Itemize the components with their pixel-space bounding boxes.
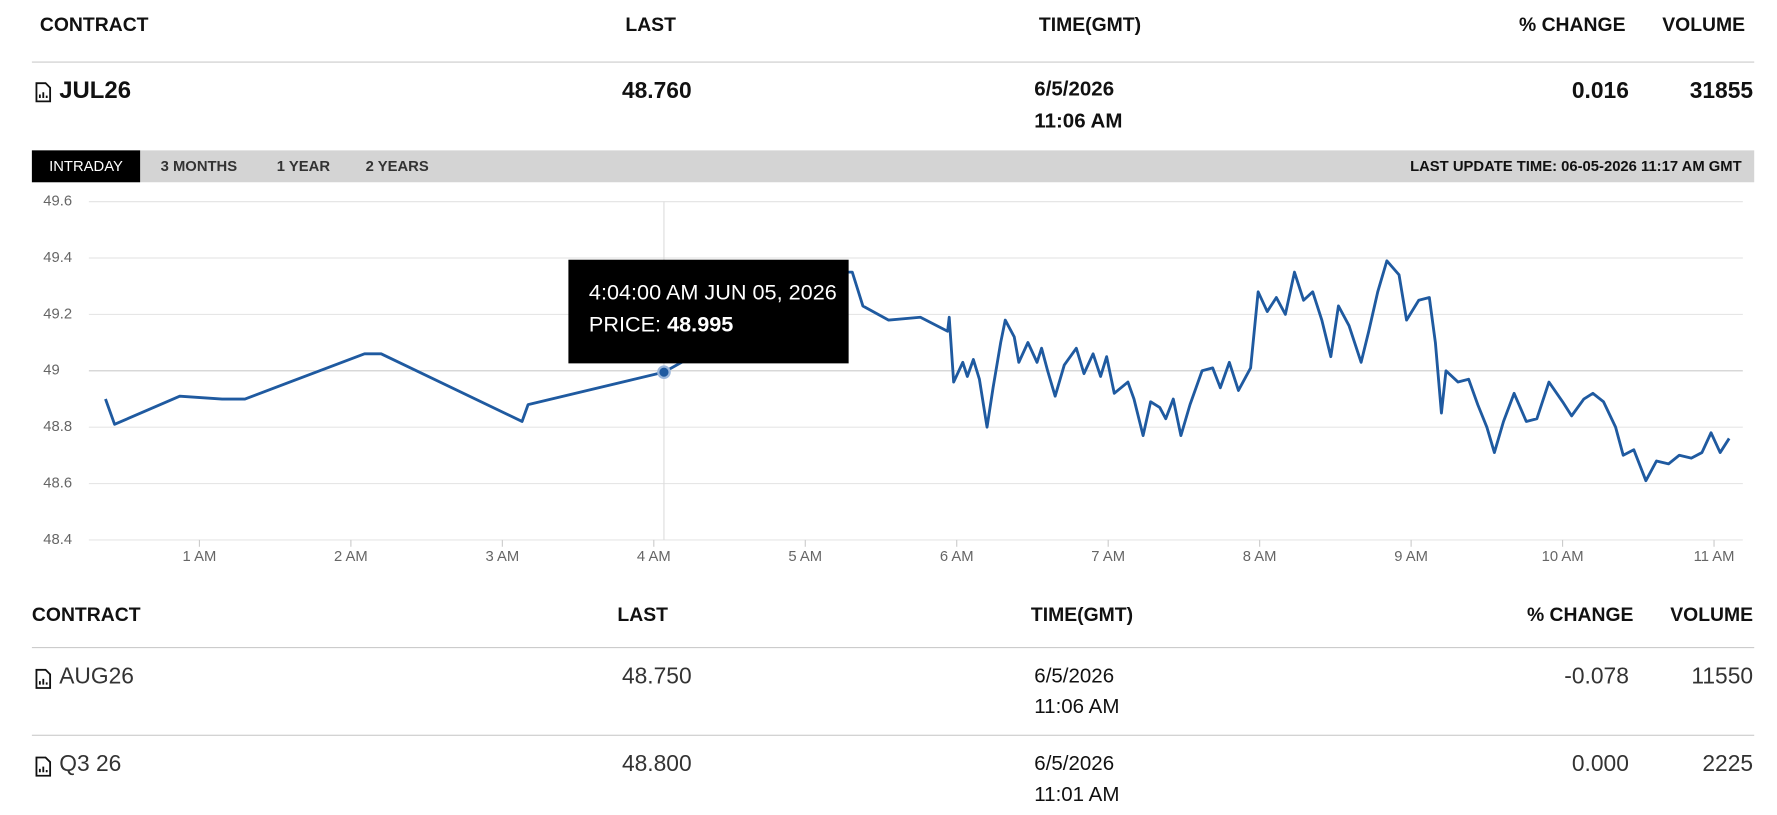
x-tick-label: 10 AM	[1542, 549, 1584, 565]
change: 0.016	[1571, 78, 1629, 104]
tooltip-value: 48.995	[667, 313, 734, 338]
y-tick-label: 48.4	[43, 532, 72, 548]
col-header: TIME(GMT)	[1030, 603, 1134, 626]
x-tick-label: 3 AM	[485, 549, 519, 565]
price-line	[104, 259, 1731, 483]
hover-point	[657, 365, 671, 380]
contract-name[interactable]: JUL26	[59, 77, 132, 104]
x-tick-label: 11 AM	[1694, 549, 1735, 565]
tooltip-time: 4:04:00 AM JUN 05, 2026	[588, 281, 837, 306]
tab[interactable]: 2 YEARS	[365, 157, 429, 175]
date: 6/5/2026	[1034, 664, 1115, 687]
time: 11:01 AM	[1034, 782, 1120, 806]
volume: 31855	[1689, 78, 1754, 104]
volume: 11550	[1691, 664, 1754, 690]
last-update: LAST UPDATE TIME: 06-05-2026 11:17 AM GM…	[1410, 157, 1742, 175]
x-tick-label: 4 AM	[637, 549, 671, 565]
file-icon[interactable]	[34, 668, 52, 690]
last-price: 48.750	[621, 664, 692, 690]
col-header: LAST	[617, 603, 668, 626]
x-tick-label: 6 AM	[940, 549, 974, 565]
col-header: VOLUME	[1670, 603, 1754, 626]
y-tick-label: 48.6	[43, 475, 72, 491]
last-price: 48.800	[621, 751, 692, 777]
y-tick-label: 48.8	[43, 419, 72, 435]
tab[interactable]: 1 YEAR	[276, 157, 331, 175]
divider	[31, 61, 1755, 63]
x-tick-label: 9 AM	[1394, 549, 1428, 565]
tooltip-price: PRICE: 48.995	[589, 313, 733, 338]
x-tick-label: 7 AM	[1091, 549, 1125, 565]
volume: 2225	[1702, 751, 1754, 777]
tooltip-label: PRICE:	[588, 313, 662, 338]
date: 6/5/2026	[1034, 751, 1115, 775]
col-header: TIME(GMT)	[1038, 13, 1142, 36]
date: 6/5/2026	[1034, 77, 1115, 101]
y-tick-label: 49.6	[43, 194, 72, 210]
time: 11:06 AM	[1034, 694, 1120, 718]
col-header: CONTRACT	[31, 603, 141, 626]
y-tick-label: 49.4	[43, 250, 72, 266]
col-header: CONTRACT	[39, 13, 149, 36]
x-tick-label: 8 AM	[1243, 549, 1277, 565]
change: -0.078	[1564, 664, 1629, 690]
y-tick-label: 49.2	[43, 306, 72, 322]
x-tick-label: 1 AM	[183, 549, 217, 565]
last-price: 48.760	[621, 78, 692, 104]
col-header: % CHANGE	[1518, 13, 1626, 36]
tab-bar	[31, 150, 1755, 183]
tooltip	[568, 259, 849, 364]
file-icon[interactable]	[34, 756, 52, 777]
col-header: LAST	[625, 13, 676, 36]
divider	[31, 734, 1755, 736]
col-header: % CHANGE	[1526, 603, 1634, 626]
change: 0.000	[1571, 751, 1629, 777]
x-tick-label: 2 AM	[334, 549, 368, 565]
file-icon[interactable]	[34, 82, 52, 103]
tab-active[interactable]: INTRADAY	[31, 150, 141, 183]
time: 11:06 AM	[1034, 109, 1123, 133]
tab[interactable]: 3 MONTHS	[160, 157, 238, 175]
y-tick-label: 49	[43, 363, 59, 379]
contract-name[interactable]: Q3 26	[59, 751, 122, 777]
x-tick-label: 5 AM	[788, 549, 822, 565]
divider	[31, 647, 1755, 649]
contract-name[interactable]: AUG26	[59, 664, 134, 690]
col-header: VOLUME	[1662, 13, 1746, 36]
